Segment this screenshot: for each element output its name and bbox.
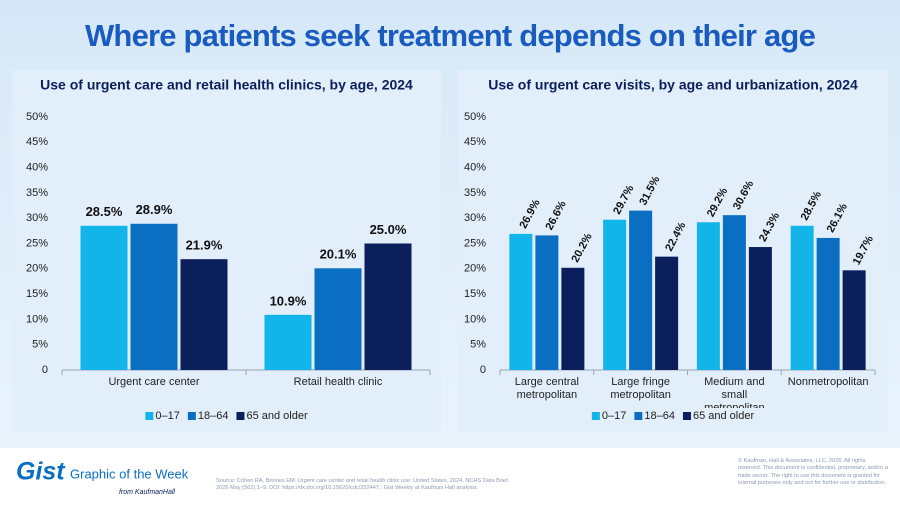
y-tick-label: 15% (26, 288, 48, 300)
y-tick-label: 45% (464, 136, 486, 148)
bar (748, 247, 772, 370)
bar (603, 219, 627, 370)
data-label: 25.0% (370, 222, 407, 237)
x-tick-label: Large central metropolitan (514, 376, 579, 402)
bar (130, 223, 178, 370)
y-tick-label: 25% (26, 237, 48, 249)
bar (696, 222, 720, 370)
source-note-box: Source: Cohen RA, Briones EM. Urgent car… (216, 478, 510, 492)
bar (842, 270, 866, 370)
legend-label: 0–17 (602, 410, 626, 422)
x-tick-label: Retail health clinic (293, 376, 383, 388)
y-tick-label: 45% (26, 136, 48, 148)
y-tick-label: 0 (480, 364, 486, 376)
bar (364, 243, 412, 370)
legend-swatch (634, 412, 643, 420)
y-tick-label: 50% (464, 111, 486, 123)
x-tick-label-box: Nonmetropolitan (787, 376, 869, 388)
y-tick-label: 30% (26, 212, 48, 224)
y-tick-label: 20% (26, 263, 48, 275)
bar (264, 314, 312, 370)
y-tick-label: 10% (464, 313, 486, 325)
brand-tagline: Graphic of the Week (70, 466, 189, 481)
x-tick-label-box: Large fringe metropolitan (610, 376, 671, 402)
y-tick-label: 10% (26, 313, 48, 325)
y-tick-label: 15% (464, 288, 486, 300)
bar (790, 225, 814, 370)
data-label: 10.9% (270, 293, 307, 308)
x-tick-label-box: Medium and small metropolitan (704, 376, 765, 408)
y-tick-label: 35% (464, 187, 486, 199)
y-tick-label: 20% (464, 263, 486, 275)
legend-label: 0–17 (155, 410, 179, 422)
x-tick-label: Nonmetropolitan (787, 376, 869, 388)
brand: Gist (16, 458, 66, 486)
copyright: © Kaufman, Hall & Associates, LLC, 2026.… (738, 458, 888, 486)
source-note: Source: Cohen RA, Briones EM. Urgent car… (216, 478, 510, 492)
y-tick-label: 5% (470, 339, 486, 351)
bar (816, 237, 840, 370)
chart-title: Use of urgent care and retail health cli… (40, 77, 413, 93)
legend-label: 65 and older (693, 410, 754, 422)
x-tick-label-box: Urgent care center (108, 376, 200, 388)
bar (509, 233, 533, 370)
x-tick-label: Large fringe metropolitan (610, 376, 671, 402)
bar (655, 256, 679, 370)
y-tick-label: 40% (464, 162, 486, 174)
slide-title: Where patients seek treatment depends on… (85, 18, 816, 53)
legend: 0–17 18–64 65 and older (591, 410, 754, 422)
legend-swatch (145, 412, 154, 420)
bar (722, 215, 746, 370)
legend-label: 18–64 (644, 410, 675, 422)
x-tick-label: Medium and small metropolitan (704, 376, 765, 408)
legend: 0–17 18–64 65 and older (145, 410, 308, 422)
bar (561, 267, 585, 370)
data-label: 28.9% (136, 202, 173, 217)
copyright-box: © Kaufman, Hall & Associates, LLC, 2026.… (738, 458, 888, 486)
y-tick-label: 40% (26, 162, 48, 174)
bar (180, 259, 228, 370)
bar (314, 268, 362, 370)
x-tick-label-box: Retail health clinic (293, 376, 383, 388)
chart-title: Use of urgent care visits, by age and ur… (488, 77, 858, 93)
bar (629, 210, 653, 370)
legend-swatch (187, 412, 196, 420)
bar (535, 235, 559, 370)
y-tick-label: 30% (464, 212, 486, 224)
y-tick-label: 25% (464, 237, 486, 249)
y-tick-label: 50% (26, 111, 48, 123)
data-label: 20.1% (320, 247, 357, 262)
y-tick-label: 5% (32, 339, 48, 351)
legend-label: 18–64 (198, 410, 229, 422)
footer-background (0, 448, 900, 506)
data-label: 28.5% (86, 204, 123, 219)
bar (80, 225, 128, 370)
legend-swatch (591, 412, 600, 420)
x-tick-label-box: Large central metropolitan (514, 376, 579, 402)
y-tick-label: 0 (42, 364, 48, 376)
x-tick-label: Urgent care center (108, 376, 200, 388)
y-tick-label: 35% (26, 187, 48, 199)
legend-swatch (682, 412, 691, 420)
legend-label: 65 and older (246, 410, 307, 422)
brand-from: from KaufmanHall (119, 489, 175, 496)
legend-swatch (236, 412, 245, 420)
data-label: 21.9% (186, 238, 223, 253)
